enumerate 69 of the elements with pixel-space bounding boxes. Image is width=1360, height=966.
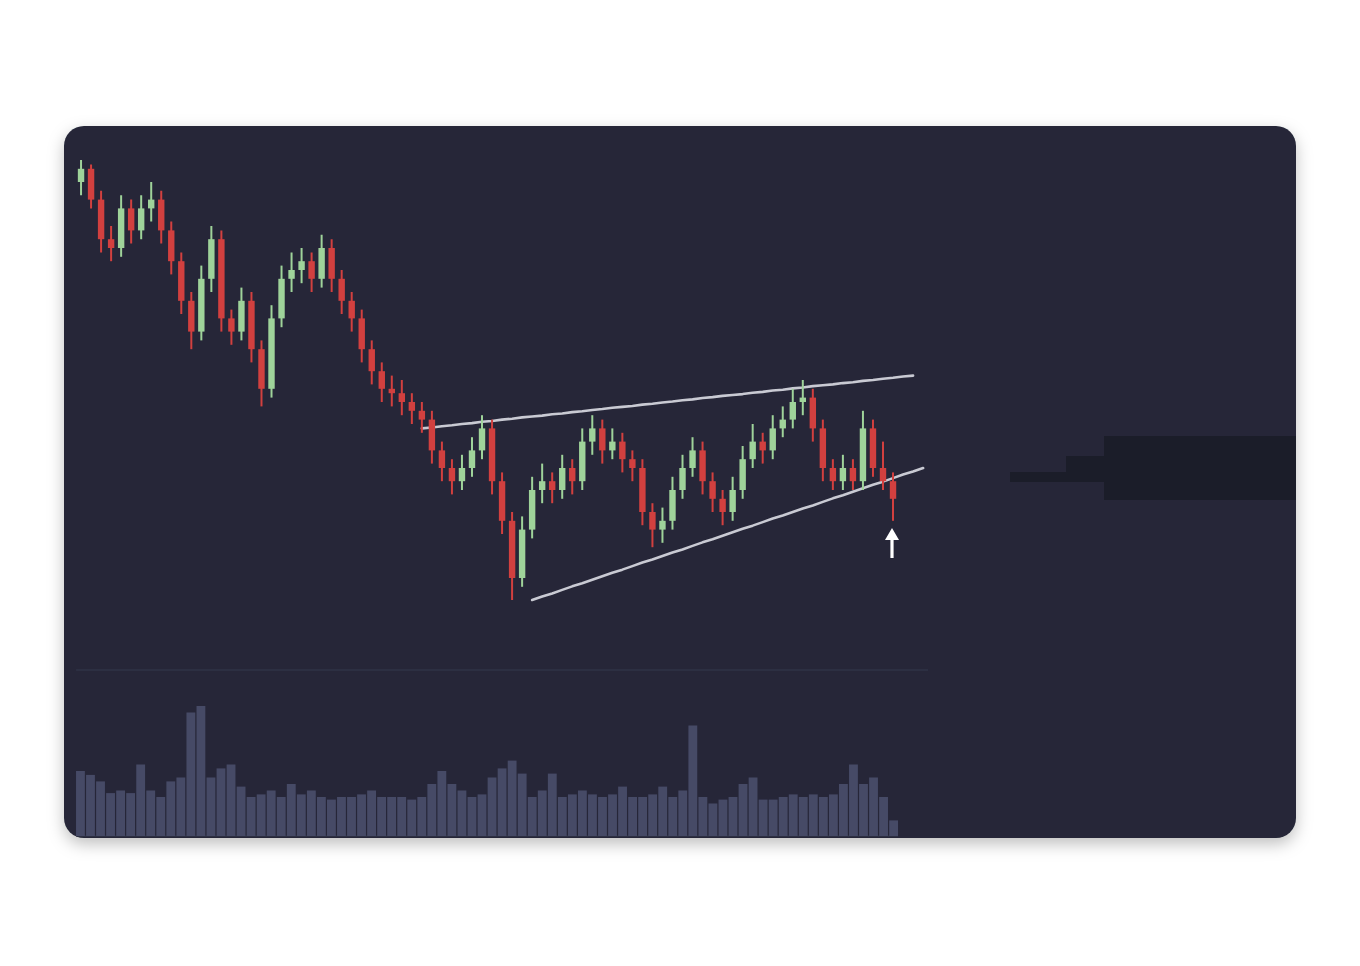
candlestick <box>538 462 546 505</box>
candlestick <box>258 339 265 408</box>
candlestick <box>879 440 887 491</box>
candlestick <box>769 414 776 461</box>
candlestick <box>368 339 375 386</box>
candlestick <box>819 418 827 483</box>
candlestick <box>278 264 285 329</box>
candlestick <box>398 379 406 417</box>
candlestick <box>679 453 686 500</box>
candlestick <box>659 506 666 544</box>
candlestick <box>589 414 596 456</box>
candlestick <box>629 449 636 483</box>
candlestick <box>318 233 325 289</box>
candlestick <box>127 198 135 245</box>
candlestick <box>358 308 365 364</box>
candlestick <box>378 361 385 403</box>
candlestick <box>238 286 245 342</box>
candlestick <box>418 401 426 434</box>
candlestick <box>559 453 566 500</box>
candlestick <box>117 194 125 258</box>
candlestick <box>528 475 536 540</box>
candlestick <box>448 458 456 496</box>
candlestick <box>548 471 556 505</box>
candlestick <box>809 387 817 443</box>
candlestick <box>749 423 756 469</box>
candlestick <box>719 489 726 527</box>
candlestick <box>729 475 736 522</box>
candlestick <box>298 247 305 285</box>
candlestick <box>609 427 616 461</box>
candlestick <box>498 471 506 535</box>
candlestick <box>338 269 345 315</box>
candlestick <box>699 440 706 496</box>
candlestick <box>97 189 105 254</box>
candlestick <box>579 427 586 491</box>
candlestick <box>639 458 646 527</box>
candlestick <box>569 458 576 496</box>
candlestick <box>619 431 626 474</box>
candlestick <box>77 159 85 197</box>
candlestick <box>168 220 175 276</box>
candlestick <box>208 225 215 293</box>
candlestick <box>869 418 877 478</box>
candlestick <box>709 471 716 513</box>
candlestick <box>599 418 606 465</box>
candlestick <box>408 392 416 425</box>
candlestick <box>789 387 796 430</box>
candlestick <box>188 291 195 351</box>
candlestick <box>739 445 746 500</box>
candlestick <box>829 458 837 491</box>
candlestick <box>228 308 235 346</box>
candlestick <box>428 409 436 465</box>
candlestick <box>849 458 857 491</box>
candlestick <box>288 251 295 293</box>
candlestick <box>137 194 145 241</box>
candlestick <box>458 453 466 491</box>
candlestick <box>328 238 335 293</box>
candlestick <box>178 251 185 315</box>
candlestick <box>649 502 656 549</box>
candlestick <box>478 414 486 461</box>
candlestick <box>348 291 355 333</box>
candlestick <box>468 436 476 478</box>
candlestick <box>669 475 676 531</box>
candlestick <box>107 225 115 263</box>
candlestick <box>889 471 897 522</box>
candlestick <box>158 189 165 245</box>
candlestick <box>308 251 315 293</box>
candlestick <box>839 453 847 491</box>
candlestick <box>689 436 696 478</box>
candlestick <box>438 440 446 483</box>
candlestick <box>87 163 95 210</box>
